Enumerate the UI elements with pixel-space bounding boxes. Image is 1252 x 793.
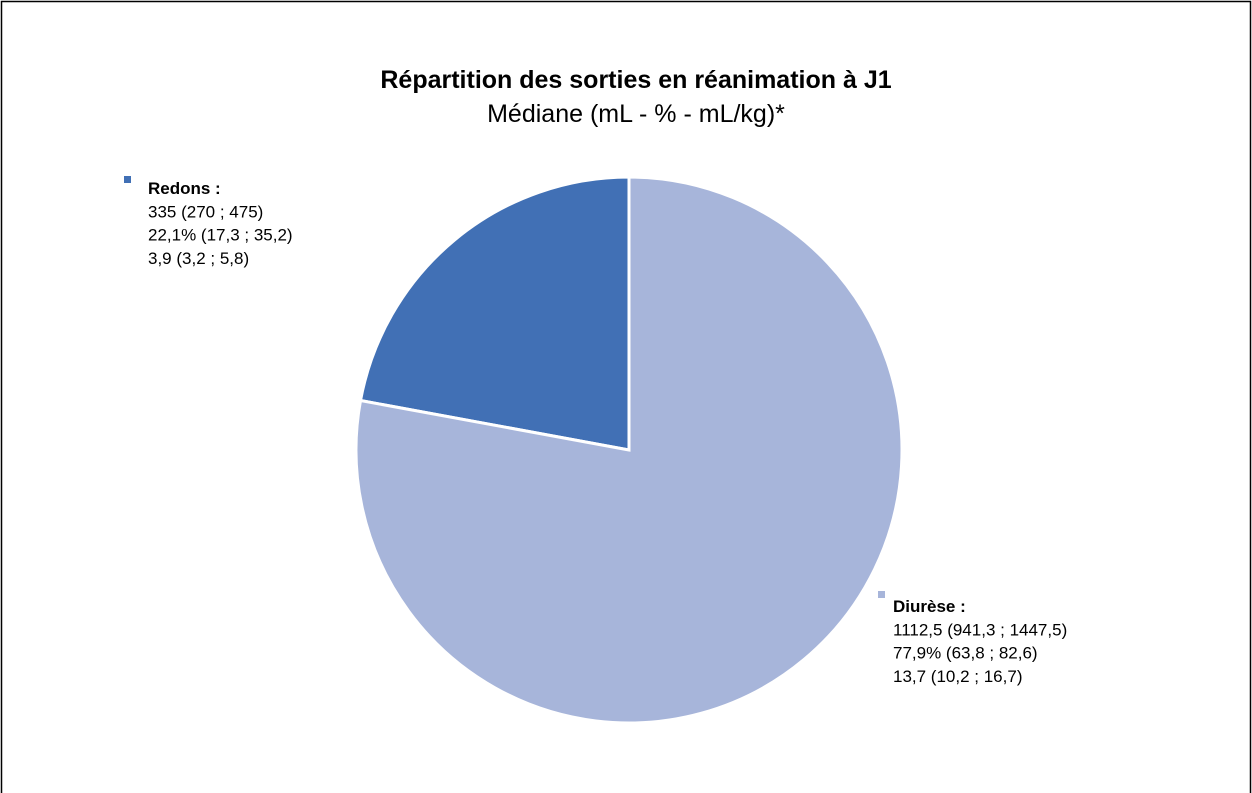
data-label: 335 (270 ; 475) <box>148 202 263 221</box>
data-label: 3,9 (3,2 ; 5,8) <box>148 249 249 268</box>
label-marker <box>878 591 885 598</box>
pie-slice <box>354 175 904 725</box>
data-label-name: Diurèse : <box>893 597 966 616</box>
chart-subtitle: Médiane (mL - % - mL/kg)* <box>487 100 785 128</box>
data-label: 13,7 (10,2 ; 16,7) <box>893 667 1022 686</box>
pie-slice <box>358 175 631 452</box>
data-label: 22,1% (17,3 ; 35,2) <box>148 226 293 245</box>
chart-title: Répartition des sorties en réanimation à… <box>380 66 891 94</box>
label-marker <box>124 176 131 183</box>
data-label: 1112,5 (941,3 ; 1447,5) <box>893 620 1067 639</box>
data-label-name: Redons : <box>148 179 221 198</box>
data-label: 77,9% (63,8 ; 82,6) <box>893 644 1038 663</box>
